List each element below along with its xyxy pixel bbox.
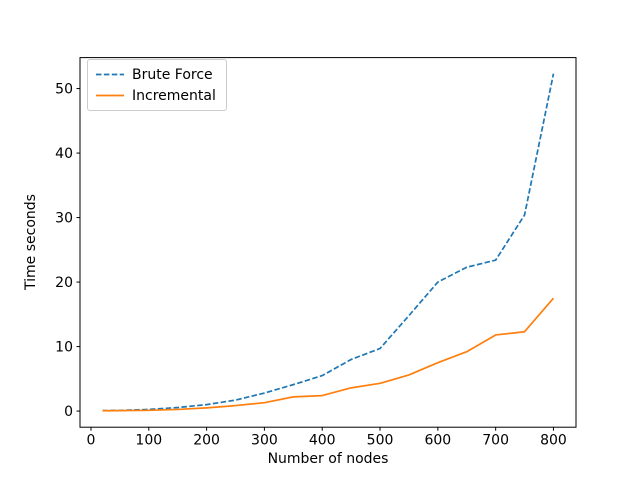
legend: Brute Force Incremental (87, 59, 227, 111)
x-tick-label: 200 (193, 433, 220, 449)
axes-spines (79, 57, 577, 428)
series-line-incremental (102, 297, 555, 412)
x-tick-label: 800 (540, 433, 567, 449)
y-axis-label: Time seconds (23, 194, 39, 290)
y-tick-label: 10 (55, 340, 73, 356)
y-tick-label: 40 (55, 146, 73, 162)
series-line-brute-force (102, 73, 555, 412)
x-tick-label: 400 (309, 433, 336, 449)
y-tick-label: 0 (64, 404, 73, 420)
legend-item-brute-force: Brute Force (95, 64, 216, 85)
y-tick-label: 20 (55, 275, 73, 291)
x-tick-label: 100 (135, 433, 162, 449)
x-tick-label: 600 (424, 433, 451, 449)
x-axis-label: Number of nodes (267, 451, 389, 467)
x-tick-label: 700 (482, 433, 509, 449)
y-tick-label: 50 (55, 82, 73, 98)
legend-label-incremental: Incremental (132, 87, 216, 104)
y-tick-label: 30 (55, 211, 73, 227)
x-tick-label: 300 (251, 433, 278, 449)
legend-item-incremental: Incremental (95, 85, 216, 106)
dashed-line-sample-icon (96, 73, 124, 76)
legend-label-brute-force: Brute Force (132, 66, 213, 83)
solid-line-sample-icon (96, 94, 124, 97)
x-tick-label: 0 (87, 433, 96, 449)
x-tick-label: 500 (367, 433, 394, 449)
